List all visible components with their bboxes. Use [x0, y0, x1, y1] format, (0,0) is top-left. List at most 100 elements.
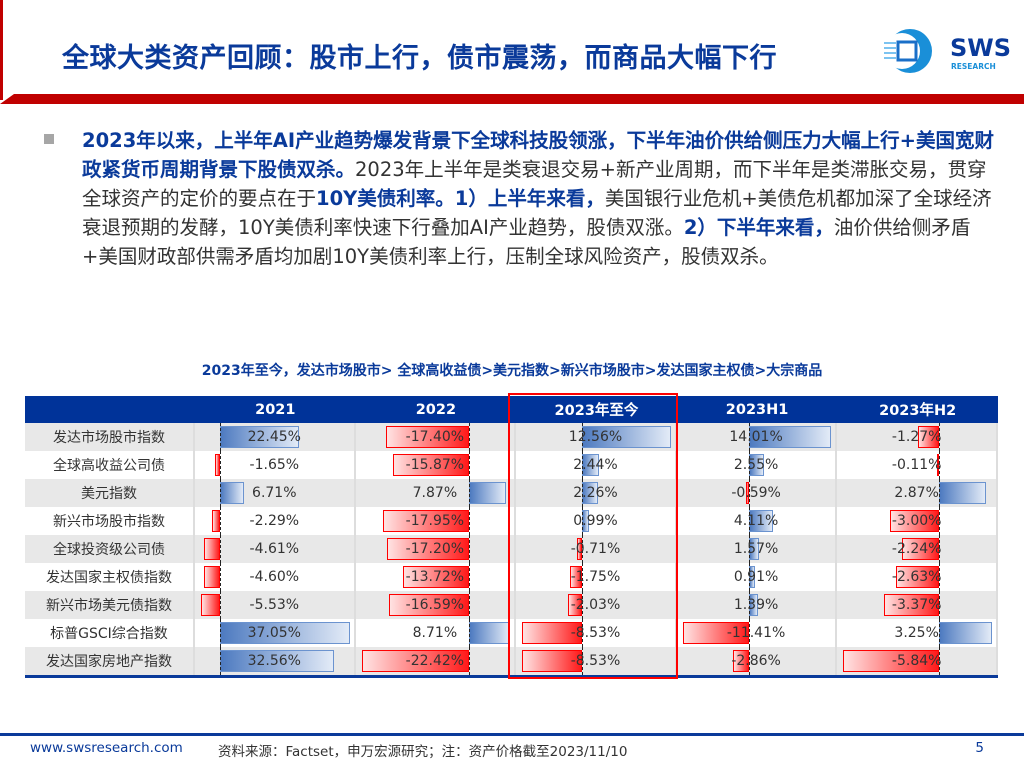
return-value: 2.26%: [573, 485, 618, 501]
header-divider: [0, 94, 1024, 104]
asset-name: 新兴市场美元债指数: [25, 591, 195, 619]
negative-data-bar: [522, 650, 583, 672]
bar-axis: [749, 563, 751, 591]
return-value: -4.61%: [249, 541, 300, 557]
bar-axis: [468, 591, 470, 619]
return-value: 4.11%: [733, 513, 779, 529]
return-value: 22.45%: [247, 429, 301, 445]
svg-text:RESEARCH: RESEARCH: [951, 62, 996, 71]
value-cell: -16.59%: [356, 591, 517, 619]
return-value: -0.11%: [891, 457, 942, 473]
table-row: 新兴市场美元债指数 -5.53% -16.59% -2.03% 1.39% -3.37%: [25, 591, 998, 619]
negative-data-bar: [567, 594, 583, 616]
value-cell: -2.63%: [837, 563, 998, 591]
value-cell: -17.40%: [356, 423, 517, 451]
negative-data-bar: [902, 538, 939, 560]
negative-data-bar: [746, 482, 750, 504]
value-cell: -8.53%: [516, 619, 677, 647]
return-value: 37.05%: [247, 625, 301, 641]
value-cell: -0.59%: [677, 479, 838, 507]
value-cell: 8.71%: [356, 619, 517, 647]
return-value: -5.84%: [891, 653, 942, 669]
negative-data-bar: [577, 538, 583, 560]
negative-data-bar: [389, 594, 469, 616]
asset-name: 发达市场股市指数: [25, 423, 195, 451]
column-header: 2023H1: [725, 401, 789, 418]
value-cell: -17.95%: [356, 507, 517, 535]
bar-axis: [582, 591, 584, 619]
return-value: -1.27%: [891, 429, 942, 445]
bar-axis: [938, 423, 940, 451]
negative-data-bar: [403, 566, 469, 588]
bar-axis: [749, 647, 751, 675]
value-cell: 32.56%: [195, 647, 356, 675]
footer-source: 资料来源：Factset，申万宏源研究；注：资产价格截至2023/11/10: [218, 744, 628, 760]
value-cell: -2.86%: [677, 647, 838, 675]
return-value: -3.37%: [891, 597, 942, 613]
return-value: -8.53%: [570, 625, 621, 641]
column-header: 2021: [255, 401, 296, 418]
bar-axis: [220, 423, 222, 451]
column-header: 2023年至今: [554, 403, 639, 419]
value-cell: -1.27%: [837, 423, 998, 451]
bar-axis: [938, 451, 940, 479]
bar-axis: [938, 591, 940, 619]
value-cell: -5.84%: [837, 647, 998, 675]
return-value: -4.60%: [249, 569, 300, 585]
value-cell: -2.29%: [195, 507, 356, 535]
bar-axis: [220, 591, 222, 619]
bar-axis: [220, 563, 222, 591]
negative-data-bar: [392, 454, 469, 476]
bar-axis: [468, 647, 470, 675]
return-value: -2.63%: [891, 569, 942, 585]
asset-name: 新兴市场股市指数: [25, 507, 195, 535]
return-value: -2.29%: [249, 513, 300, 529]
negative-data-bar: [204, 538, 221, 560]
bar-axis: [220, 647, 222, 675]
return-value: 0.91%: [733, 569, 779, 585]
asset-name: 全球高收益公司债: [25, 451, 195, 479]
return-value: 2.87%: [894, 485, 939, 501]
return-value: -22.42%: [405, 653, 465, 669]
negative-data-bar: [522, 622, 583, 644]
asset-name: 发达国家主权债指数: [25, 563, 195, 591]
page-number: 5: [975, 740, 984, 756]
negative-data-bar: [385, 426, 469, 448]
return-value: -17.40%: [405, 429, 465, 445]
page-title: 全球大类资产回顾：股市上行，债市震荡，而商品大幅下行: [62, 43, 777, 74]
return-value: 1.39%: [733, 597, 779, 613]
value-cell: -1.75%: [516, 563, 677, 591]
table-row: 发达国家房地产指数 32.56% -22.42% -8.53% -2.86% -5.84%: [25, 647, 998, 675]
bar-axis: [468, 423, 470, 451]
bar-axis: [220, 619, 222, 647]
return-value: -1.75%: [570, 569, 621, 585]
sws-logo: SWS RESEARCH: [880, 26, 1020, 76]
header-accent: [0, 0, 28, 100]
value-cell: -15.87%: [356, 451, 517, 479]
value-cell: 2.55%: [677, 451, 838, 479]
table-row: 发达市场股市指数 22.45% -17.40% 12.56% 14.01% -1.27%: [25, 423, 998, 451]
negative-data-bar: [386, 538, 469, 560]
return-value: 14.01%: [729, 429, 783, 445]
bar-axis: [749, 479, 751, 507]
negative-data-bar: [682, 622, 750, 644]
return-value: 12.56%: [568, 429, 623, 445]
return-value: 0.99%: [573, 513, 618, 529]
table-row: 新兴市场股市指数 -2.29% -17.95% 0.99% 4.11% -3.00%: [25, 507, 998, 535]
value-cell: 14.01%: [677, 423, 838, 451]
value-cell: -8.53%: [516, 647, 677, 675]
footer-url[interactable]: www.swsresearch.com: [30, 740, 183, 756]
table-caption: 2023年至今，发达市场股市> 全球高收益债>美元指数>新兴市场股市>发达国家主…: [201, 363, 823, 379]
value-cell: -0.11%: [837, 451, 998, 479]
return-value: 2.44%: [573, 457, 618, 473]
negative-data-bar: [212, 510, 221, 532]
negative-data-bar: [918, 426, 939, 448]
value-cell: -5.53%: [195, 591, 356, 619]
bar-axis: [938, 619, 940, 647]
value-cell: -13.72%: [356, 563, 517, 591]
value-cell: -1.65%: [195, 451, 356, 479]
value-cell: 4.11%: [677, 507, 838, 535]
bar-axis: [582, 423, 584, 451]
negative-data-bar: [732, 650, 750, 672]
returns-table: 2021 2022 2023年至今 2023H1 2023年H2 发达市场股市指数 22.…: [25, 396, 998, 678]
